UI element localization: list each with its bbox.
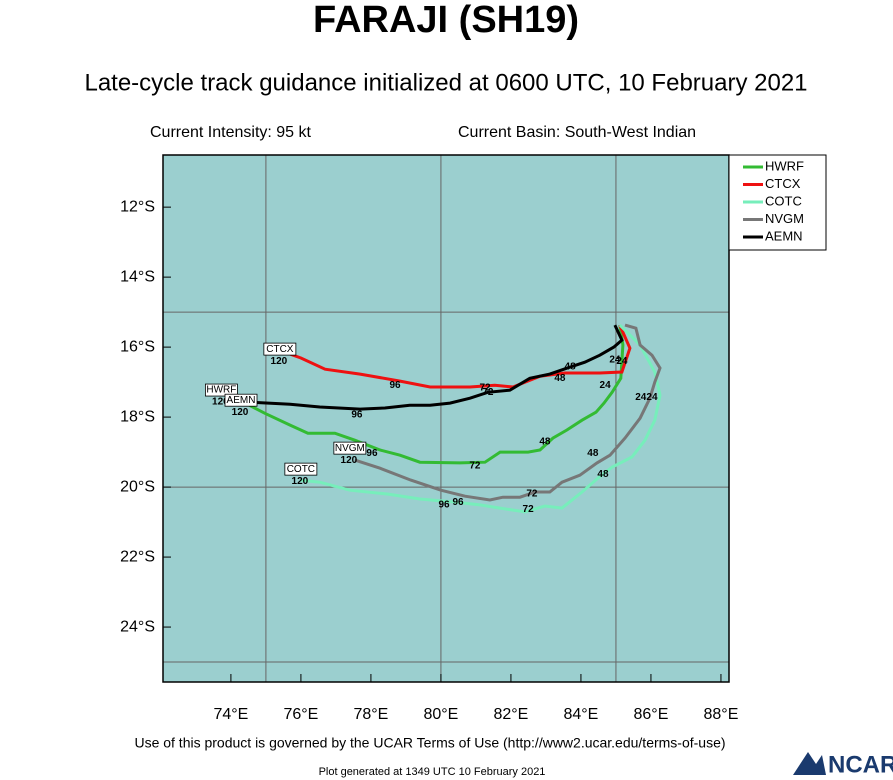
- name-box: [284, 462, 318, 476]
- tau-label: 48: [554, 373, 566, 384]
- tau-label: 120: [232, 407, 249, 418]
- track-line: [354, 323, 662, 502]
- footer: Use of this product is governed by the U…: [134, 735, 725, 751]
- track-name: AEMN: [227, 395, 256, 406]
- y-tick-label: 24°S: [120, 618, 155, 635]
- tau-label: 120: [212, 397, 229, 408]
- tau-label: 72: [479, 383, 491, 394]
- tau-label: 48: [565, 362, 577, 373]
- y-tick-label: 20°S: [120, 478, 155, 495]
- map-background: [163, 155, 729, 682]
- x-tick-label: 80°E: [423, 706, 458, 723]
- tau-label: 120: [271, 356, 288, 367]
- y-tick-label: 12°S: [120, 198, 155, 215]
- legend-label: COTC: [765, 193, 802, 208]
- generated: Plot generated at 1349 UTC 10 February 2…: [319, 766, 546, 778]
- legend-label: NVGM: [765, 211, 804, 226]
- name-box: [333, 441, 367, 455]
- tau-label: 72: [469, 461, 481, 472]
- intensity: Current Intensity: 95 kt: [150, 124, 312, 141]
- y-tick-label: 18°S: [120, 408, 155, 425]
- x-tick-label: 86°E: [634, 706, 669, 723]
- tau-label: 48: [587, 448, 599, 459]
- logo: NCAR: [828, 751, 893, 778]
- chart-subtitle: Late-cycle track guidance initialized at…: [84, 69, 807, 96]
- track-name: CTCX: [266, 344, 294, 355]
- tau-label: 96: [351, 410, 363, 421]
- track-line: [249, 324, 624, 411]
- x-tick-label: 82°E: [493, 706, 528, 723]
- track-name: HWRF: [206, 385, 236, 396]
- tau-label: 72: [523, 504, 535, 515]
- x-tick-label: 88°E: [704, 706, 739, 723]
- track-line: [299, 324, 662, 514]
- x-tick-label: 84°E: [563, 706, 598, 723]
- tau-label: 120: [341, 455, 358, 466]
- chart-title: FARAJI (SH19): [313, 0, 579, 41]
- y-tick-label: 22°S: [120, 548, 155, 565]
- tau-label: 96: [366, 448, 378, 459]
- name-box: [224, 393, 258, 407]
- tau-label: 24: [635, 392, 647, 403]
- tau-label: 24: [600, 380, 612, 391]
- y-tick-label: 14°S: [120, 268, 155, 285]
- y-tick-label: 16°S: [120, 338, 155, 355]
- tau-label: 96: [439, 500, 451, 511]
- tau-label: 24: [646, 392, 658, 403]
- track-name: COTC: [287, 464, 315, 475]
- name-box: [205, 383, 238, 397]
- basin: Current Basin: South-West Indian: [458, 124, 696, 141]
- legend-box: [728, 154, 827, 251]
- name-box: [263, 342, 297, 356]
- logo-mark: [793, 752, 826, 775]
- map-frame: [162, 154, 730, 683]
- tau-label: 72: [482, 387, 494, 398]
- legend-label: CTCX: [765, 176, 801, 191]
- tau-label: 96: [453, 497, 465, 508]
- x-tick-label: 78°E: [353, 706, 388, 723]
- tau-label: 72: [526, 489, 538, 500]
- track-name: NVGM: [335, 443, 365, 454]
- tau-label: 120: [292, 476, 309, 487]
- tau-label: 24: [609, 355, 621, 366]
- tau-label: 48: [539, 437, 551, 448]
- tau-label: 24: [616, 356, 628, 367]
- track-line: [244, 324, 625, 465]
- legend-label: AEMN: [765, 228, 803, 243]
- track-line: [289, 324, 632, 389]
- tau-label: 48: [597, 469, 609, 480]
- legend-label: HWRF: [765, 158, 804, 173]
- x-tick-label: 76°E: [283, 706, 318, 723]
- x-tick-label: 74°E: [213, 706, 248, 723]
- tau-label: 96: [390, 380, 402, 391]
